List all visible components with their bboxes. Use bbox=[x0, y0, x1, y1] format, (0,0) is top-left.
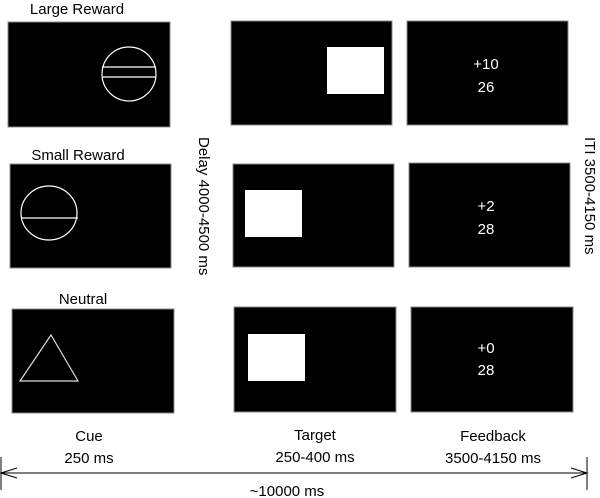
target-square bbox=[248, 334, 305, 381]
feedback-gain: +0 bbox=[477, 340, 494, 357]
delay-label: Delay 4000-4500 ms bbox=[195, 137, 212, 275]
cue-screen-small bbox=[9, 163, 172, 269]
feedback-total: 26 bbox=[478, 79, 495, 96]
feedback-screen-neutral bbox=[410, 306, 574, 413]
large-reward-cue-icon bbox=[101, 46, 157, 102]
cue-screen-large bbox=[7, 21, 171, 128]
label-small-reward: Small Reward bbox=[31, 147, 124, 164]
feedback-gain: +2 bbox=[477, 198, 494, 215]
phase-target-name: Target bbox=[294, 427, 337, 444]
label-neutral: Neutral bbox=[59, 291, 107, 308]
target-screen-small bbox=[232, 163, 395, 268]
neutral-cue-triangle-icon bbox=[18, 333, 80, 382]
feedback-screen-small bbox=[408, 162, 571, 268]
label-large-reward: Large Reward bbox=[30, 1, 124, 18]
feedback-total: 28 bbox=[478, 362, 495, 379]
phase-target-duration: 250-400 ms bbox=[275, 449, 354, 466]
feedback-screen-large bbox=[406, 20, 569, 126]
feedback-total: 28 bbox=[478, 221, 495, 238]
cue-screen-neutral bbox=[11, 308, 175, 414]
phase-feedback-name: Feedback bbox=[460, 428, 526, 445]
phase-cue-name: Cue bbox=[75, 428, 103, 445]
total-duration-label: ~10000 ms bbox=[250, 483, 325, 498]
iti-label: ITI 3500-4150 ms bbox=[581, 137, 598, 255]
phase-feedback-duration: 3500-4150 ms bbox=[445, 450, 541, 467]
phase-cue-duration: 250 ms bbox=[64, 450, 113, 467]
target-square bbox=[245, 190, 302, 237]
small-reward-cue-icon bbox=[20, 185, 78, 241]
feedback-gain: +10 bbox=[473, 56, 498, 73]
timeline-arrow bbox=[0, 457, 589, 490]
target-square bbox=[327, 47, 384, 94]
